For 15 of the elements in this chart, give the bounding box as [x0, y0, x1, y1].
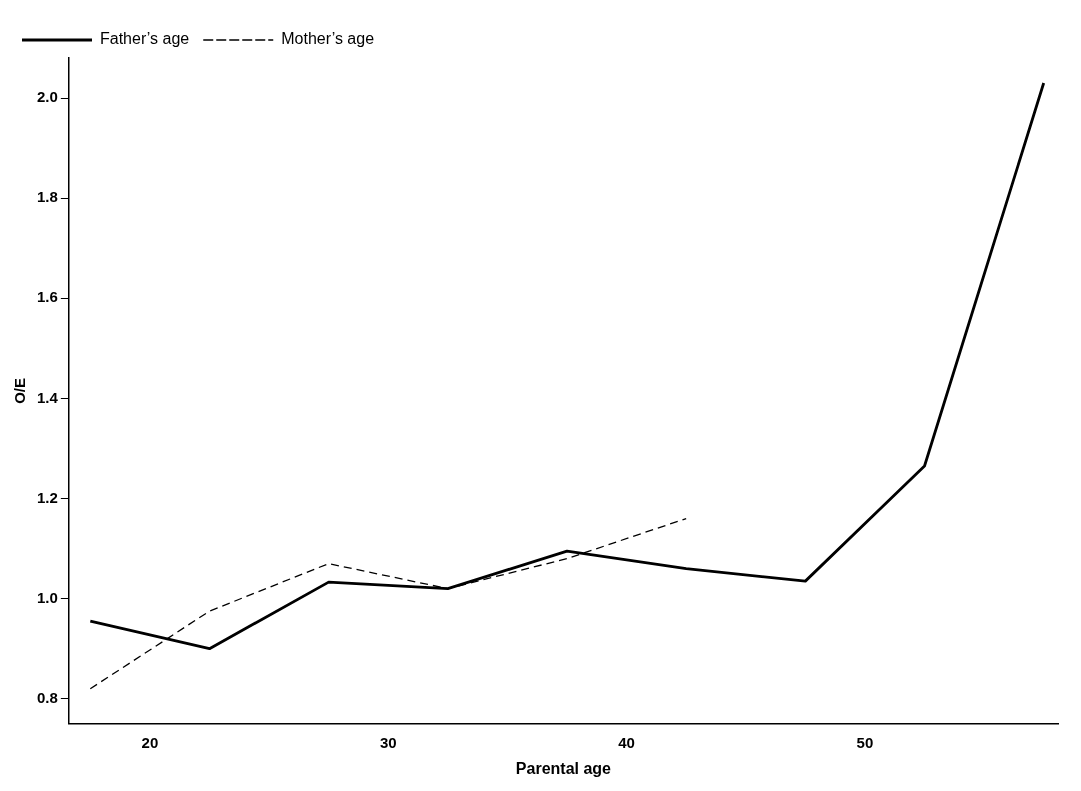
legend-label: Mother’s age [281, 30, 375, 48]
x-tick-label: 20 [141, 733, 159, 751]
y-axis-title: O/E [11, 377, 29, 404]
x-tick-label: 30 [379, 733, 397, 751]
x-axis-title: Parental age [515, 759, 612, 777]
y-tick-label: 1.6 [36, 288, 58, 306]
y-tick-label: 1.0 [36, 588, 58, 606]
y-tick-label: 1.8 [36, 188, 58, 206]
x-tick-label: 40 [618, 733, 635, 751]
y-tick-label: 2.0 [36, 88, 58, 106]
y-tick-label: 1.4 [36, 388, 59, 406]
x-tick-label: 50 [856, 733, 874, 751]
y-tick-label: 1.2 [36, 488, 58, 506]
y-tick-label: 0.8 [36, 688, 58, 706]
legend-label: Father’s age [100, 30, 190, 48]
